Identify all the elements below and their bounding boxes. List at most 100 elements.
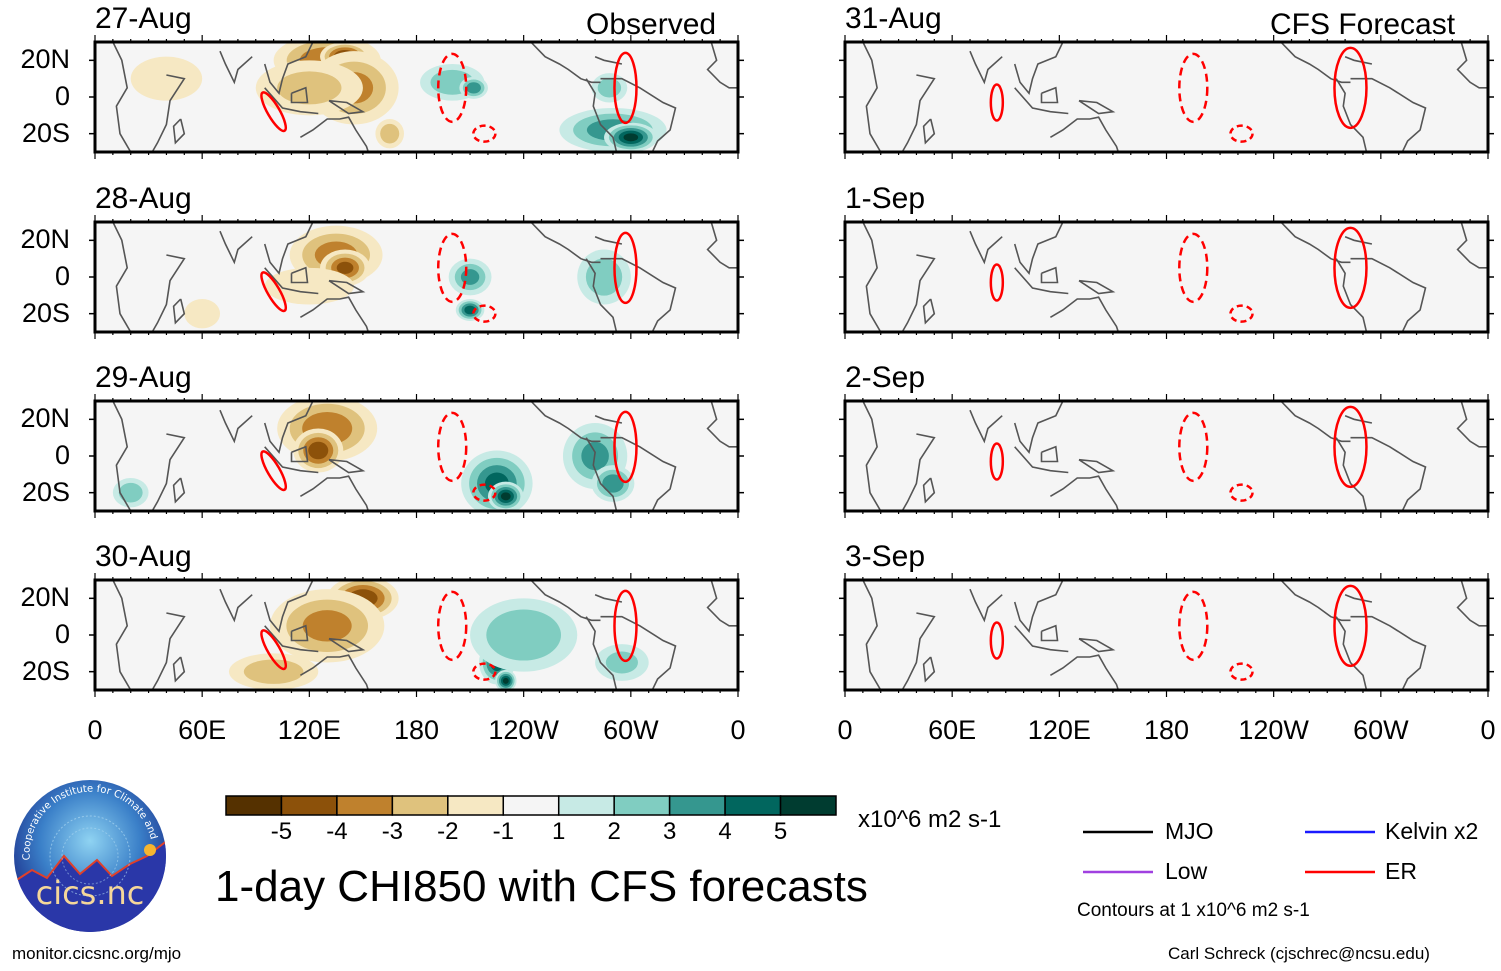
panel-title: 27-Aug <box>95 2 192 35</box>
er-contour-positive <box>260 450 288 492</box>
coastline <box>263 42 314 96</box>
colorbar-label: -5 <box>270 818 293 845</box>
anomaly-contour-fill <box>264 267 354 305</box>
panel-title: 2-Sep <box>845 361 926 394</box>
coastline <box>862 401 882 511</box>
coastline <box>969 50 1003 85</box>
anomaly-contour-fill <box>605 651 638 674</box>
er-contour-positive <box>989 442 1005 481</box>
er-contour-negative <box>472 124 497 143</box>
x-tick-label: 120E <box>1027 715 1091 745</box>
panel-title: 28-Aug <box>95 182 192 215</box>
coastline <box>1335 78 1368 152</box>
coastline <box>151 433 186 511</box>
legend-label-mjo: MJO <box>1165 818 1214 844</box>
map-panel <box>845 42 1488 152</box>
coastline <box>112 401 132 511</box>
coastline <box>600 615 677 690</box>
coastline <box>1013 401 1064 455</box>
coastline <box>219 588 253 623</box>
er-contour-negative <box>472 662 497 681</box>
coastline <box>1280 42 1351 84</box>
coastline <box>172 656 186 683</box>
colorbar-swatch <box>613 795 671 816</box>
coastline <box>600 77 677 152</box>
y-tick-label: 20N <box>20 403 70 434</box>
coastline <box>901 433 936 511</box>
coastline <box>1335 616 1368 690</box>
er-contour-negative <box>1229 304 1254 323</box>
coastline <box>328 637 366 653</box>
colorbar-swatch <box>724 795 782 816</box>
er-contour-positive <box>989 83 1005 122</box>
er-contour-positive <box>1333 226 1368 310</box>
coastline <box>901 254 936 332</box>
er-contour-negative <box>472 483 497 502</box>
figure-title: 1-day CHI850 with CFS forecasts <box>215 862 868 911</box>
coastline <box>290 86 309 104</box>
anomaly-contour-fill <box>486 609 562 661</box>
coastline <box>151 254 186 332</box>
er-contour-positive <box>260 91 288 133</box>
panel-background <box>845 42 1488 152</box>
coastline <box>299 654 370 690</box>
coastline <box>585 437 618 511</box>
anomaly-contour-fill <box>130 56 203 101</box>
colorbar-swatch <box>391 795 449 816</box>
anomaly-contour-fill <box>585 258 623 296</box>
legend-label-er: ER <box>1385 858 1417 884</box>
coastline <box>172 298 186 325</box>
coastline <box>112 222 132 332</box>
coastline <box>706 580 738 627</box>
er-contour-positive <box>613 589 638 663</box>
colorbar-swatch <box>280 795 338 816</box>
coastline <box>1078 637 1116 653</box>
panel-title: 1-Sep <box>845 182 926 215</box>
panel-background <box>845 222 1488 332</box>
er-contour-negative <box>436 232 468 304</box>
coastline <box>530 580 601 622</box>
coastline <box>328 279 366 295</box>
x-tick-label: 120W <box>1238 715 1309 745</box>
footer-url[interactable]: monitor.cicsnc.org/mjo <box>12 944 182 963</box>
er-contour-positive <box>1333 46 1368 130</box>
coastline <box>263 401 314 455</box>
map-panel <box>845 222 1488 332</box>
coastline <box>299 116 370 152</box>
anomaly-contour-fill <box>623 133 639 142</box>
coastline <box>1014 87 1069 115</box>
panel-background <box>845 580 1488 690</box>
panel-title: 29-Aug <box>95 361 192 394</box>
coastline <box>585 258 618 332</box>
colorbar-units: x10^6 m2 s-1 <box>858 806 1002 833</box>
coastline <box>1014 446 1069 474</box>
coastline <box>1013 580 1064 634</box>
y-tick-label: 0 <box>54 261 70 291</box>
colorbar-label: 3 <box>662 818 677 845</box>
x-tick-label: 60W <box>1353 715 1409 745</box>
coastline <box>1049 296 1120 332</box>
map-panel <box>845 401 1488 511</box>
anomaly-contour-fill <box>502 677 509 684</box>
er-contour-negative <box>436 411 468 483</box>
er-contour-negative <box>1178 52 1209 124</box>
coastline <box>264 625 319 653</box>
panel-background <box>845 401 1488 511</box>
coastline <box>969 230 1003 265</box>
x-tick-label: 120W <box>488 715 559 745</box>
coastline <box>290 445 309 463</box>
y-tick-label: 20S <box>21 655 70 686</box>
map-panel <box>95 401 738 511</box>
coastline <box>1344 414 1373 424</box>
coastline <box>1456 580 1488 627</box>
anomaly-contour-fill <box>597 78 622 98</box>
coastline <box>1049 475 1120 511</box>
coastline <box>172 477 186 504</box>
coastline <box>299 296 370 332</box>
footer-credit: Carl Schreck (cjschrec@ncsu.edu) <box>1168 944 1430 963</box>
coastline <box>1456 401 1488 448</box>
coastline <box>1040 624 1059 642</box>
coastline <box>1040 445 1059 463</box>
legend-label-low: Low <box>1165 858 1208 884</box>
coastline <box>1344 55 1373 65</box>
